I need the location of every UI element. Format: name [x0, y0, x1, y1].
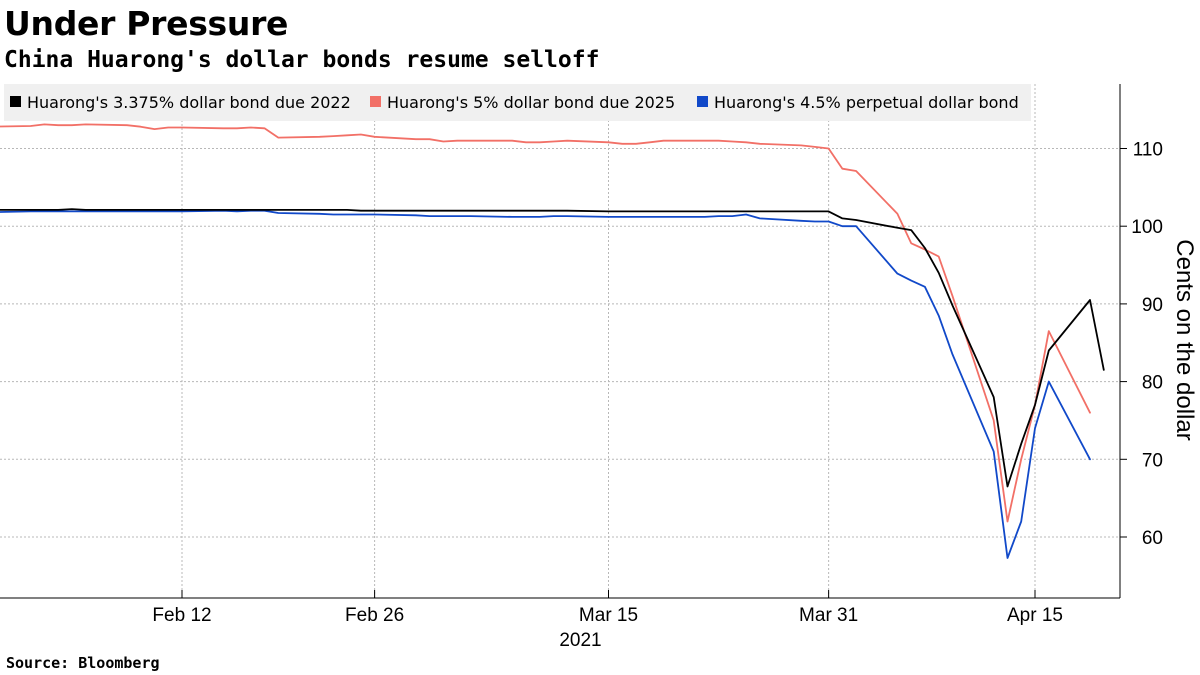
chart-subtitle: China Huarong's dollar bonds resume sell…	[4, 47, 600, 73]
legend-swatch	[370, 96, 381, 107]
y-axis-title: Cents on the dollar	[1171, 239, 1198, 440]
legend-label: Huarong's 3.375% dollar bond due 2022	[27, 93, 351, 112]
x-tick-label: Feb 26	[345, 605, 404, 626]
y-tick-label: 110	[1133, 140, 1163, 161]
legend-background	[4, 84, 1031, 121]
series-lines	[0, 123, 1105, 559]
legend-swatch	[697, 96, 708, 107]
y-tick-label: 70	[1142, 450, 1163, 471]
series-line	[0, 209, 1091, 559]
series-line	[0, 208, 1105, 488]
x-tick-label: Feb 12	[152, 605, 211, 626]
x-axis-labels: Feb 12 Feb 26 Mar 15 Mar 31 Apr 15	[152, 605, 1063, 626]
x-tick-label: Apr 15	[1007, 605, 1063, 626]
y-tick-label: 90	[1142, 295, 1163, 316]
legend-label: Huarong's 4.5% perpetual dollar bond	[714, 93, 1019, 112]
y-axis-labels: 60 70 80 90 100 110	[1131, 140, 1163, 550]
axes	[0, 84, 1127, 599]
legend: Huarong's 3.375% dollar bond due 2022 Hua…	[4, 84, 1031, 121]
x-tick-label: Mar 15	[579, 605, 638, 626]
y-tick-label: 60	[1142, 528, 1163, 549]
gridlines	[0, 84, 1120, 598]
legend-label: Huarong's 5% dollar bond due 2025	[387, 93, 675, 112]
x-axis-year-label: 2021	[559, 630, 601, 651]
y-tick-label: 80	[1142, 373, 1163, 394]
chart-title: Under Pressure	[4, 4, 289, 43]
x-tick-label: Mar 31	[799, 605, 858, 626]
series-line	[0, 123, 1091, 523]
source-note: Source: Bloomberg	[6, 654, 160, 672]
legend-swatch	[10, 96, 21, 107]
y-tick-label: 100	[1131, 217, 1163, 238]
